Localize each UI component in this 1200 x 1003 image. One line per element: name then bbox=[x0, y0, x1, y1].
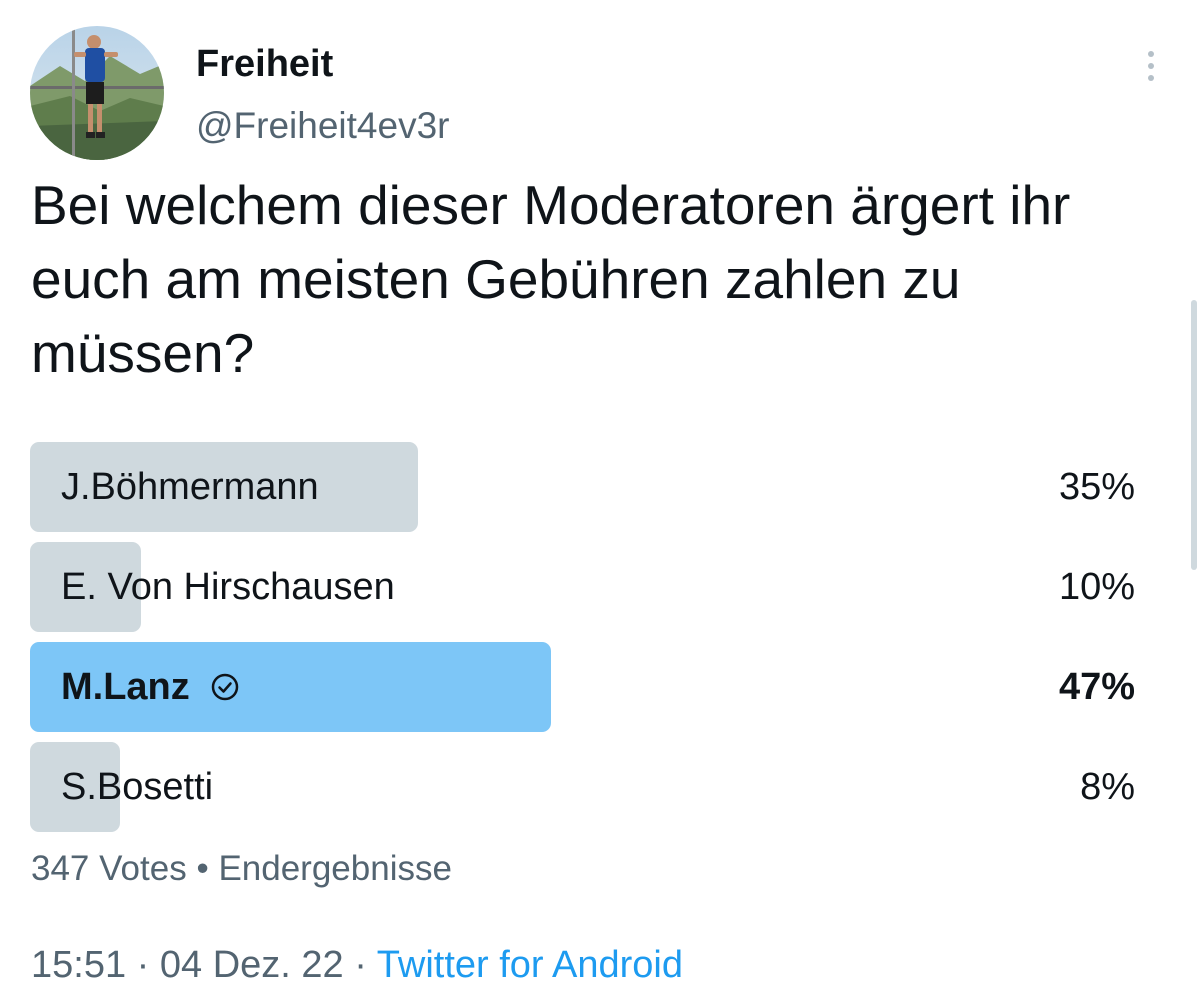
poll-option-text: J.Böhmermann bbox=[61, 466, 319, 508]
poll-option-text: S.Bosetti bbox=[61, 766, 214, 808]
meta-separator: · bbox=[354, 944, 367, 986]
poll-option: J.Böhmermann 35% bbox=[30, 442, 1138, 532]
author-handle[interactable]: @Freiheit4ev3r bbox=[196, 105, 450, 146]
poll-option-label: J.Böhmermann bbox=[61, 442, 319, 532]
poll-option-bar bbox=[30, 542, 141, 632]
meta-separator: · bbox=[136, 944, 150, 986]
avatar-photo bbox=[30, 26, 164, 160]
author-display-name[interactable]: Freiheit bbox=[196, 43, 334, 85]
poll-option-bar bbox=[30, 742, 120, 832]
poll-meta: 347 Votes • Endergebnisse bbox=[31, 848, 452, 890]
poll: J.Böhmermann 35% E. Von Hirschausen 10% M.La… bbox=[30, 442, 1138, 842]
poll-option-percent: 35% bbox=[1058, 466, 1135, 508]
check-circle-icon bbox=[211, 673, 239, 701]
poll-option-bar bbox=[30, 442, 418, 532]
poll-option: M.Lanz 47% bbox=[30, 642, 1138, 732]
poll-option-percent: 10% bbox=[1058, 566, 1135, 608]
poll-option-text: M.Lanz bbox=[61, 666, 190, 708]
more-vertical-icon bbox=[1148, 51, 1154, 57]
poll-option-percent: 8% bbox=[1080, 766, 1135, 808]
more-vertical-icon-dot bbox=[1148, 63, 1154, 69]
poll-option-label: E. Von Hirschausen bbox=[61, 542, 395, 632]
poll-status: Endergebnisse bbox=[218, 849, 452, 888]
poll-option: E. Von Hirschausen 10% bbox=[30, 542, 1138, 632]
poll-option-text: E. Von Hirschausen bbox=[61, 566, 395, 608]
more-options-button[interactable] bbox=[1133, 44, 1169, 88]
poll-votes: 347 Votes bbox=[31, 849, 187, 888]
poll-option-label: M.Lanz bbox=[61, 642, 240, 732]
poll-option-label: S.Bosetti bbox=[61, 742, 213, 832]
scrollbar[interactable] bbox=[1191, 300, 1197, 570]
poll-option-bar bbox=[30, 642, 551, 732]
more-vertical-icon-dot bbox=[1148, 75, 1154, 81]
tweet-timestamp-line: 15:51 · 04 Dez. 22 · Twitter for Android bbox=[31, 942, 683, 988]
tweet-text: Bei welchem dieser Moderatoren ärgert ih… bbox=[31, 174, 1071, 384]
poll-option-percent: 47% bbox=[1058, 666, 1135, 708]
avatar[interactable] bbox=[30, 26, 164, 160]
tweet-date[interactable]: 04 Dez. 22 bbox=[159, 944, 344, 986]
poll-meta-separator: • bbox=[196, 849, 209, 888]
tweet-time[interactable]: 15:51 bbox=[31, 944, 127, 986]
poll-option: S.Bosetti 8% bbox=[30, 742, 1138, 832]
tweet-source-link[interactable]: Twitter for Android bbox=[376, 944, 684, 986]
